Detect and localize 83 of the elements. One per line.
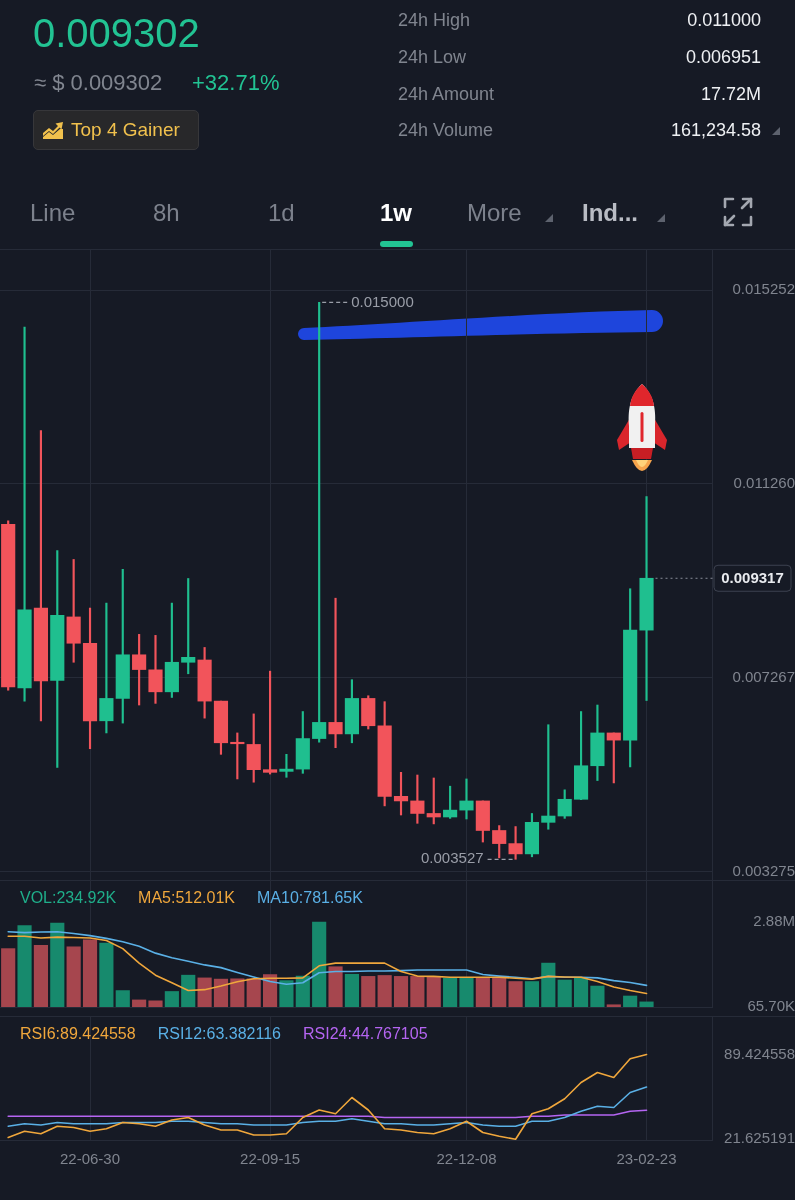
bar xyxy=(66,946,81,1007)
bar xyxy=(279,980,294,1007)
candlestick xyxy=(328,597,343,749)
text: 1w xyxy=(380,199,413,227)
bar xyxy=(328,966,343,1007)
bar xyxy=(246,978,261,1007)
bar xyxy=(344,973,359,1007)
bar xyxy=(524,981,540,1007)
bar xyxy=(132,999,147,1007)
text: RSI6:89.424558 xyxy=(20,1025,136,1043)
y-tick-label: 0.007267 xyxy=(732,667,795,685)
bar xyxy=(393,976,409,1007)
text: Top 4 Gainer xyxy=(71,118,180,142)
text: 8h xyxy=(153,199,180,227)
bar xyxy=(230,978,245,1007)
bar xyxy=(148,1000,163,1007)
bar xyxy=(492,977,507,1007)
annotation: 0.003527 xyxy=(421,849,484,867)
bar xyxy=(573,977,589,1007)
bar xyxy=(181,974,196,1007)
ref-line-label: 0.009317 xyxy=(721,569,784,587)
bar xyxy=(361,976,376,1007)
y-tick-label: 21.625191 xyxy=(724,1129,795,1147)
bar xyxy=(459,977,474,1007)
bar xyxy=(82,939,98,1007)
bar xyxy=(623,995,638,1007)
bar xyxy=(1,948,16,1007)
y-tick-label: 2.88M xyxy=(753,912,795,930)
candlestick xyxy=(639,496,654,701)
text: More xyxy=(467,199,522,227)
annotation: 0.015000 xyxy=(351,292,414,310)
bar xyxy=(475,977,490,1007)
candlestick xyxy=(17,326,32,702)
text: 24h Low xyxy=(398,46,467,69)
candlestick xyxy=(459,778,474,820)
y-tick-label: 0.015252 xyxy=(732,280,795,298)
y-tick-label: 65.70K xyxy=(747,997,795,1015)
text: 24h Volume xyxy=(398,119,494,142)
text: ≈ $ 0.009302 xyxy=(34,69,163,97)
candlestick xyxy=(279,754,294,778)
bar xyxy=(606,1004,621,1007)
text: 24h Amount xyxy=(398,83,495,106)
text: MA5:512.01K xyxy=(138,889,236,907)
bar xyxy=(590,985,605,1007)
text: 0.011000 xyxy=(687,9,761,32)
bar xyxy=(508,981,523,1007)
text: 161,234.58 xyxy=(670,119,761,142)
text: MA10:781.65K xyxy=(257,889,364,907)
text: 17.72M xyxy=(700,83,761,106)
text: RSI24:44.767105 xyxy=(303,1025,428,1043)
x-tick-label: 22-09-15 xyxy=(240,1150,301,1168)
y-tick-label: 0.011260 xyxy=(733,474,795,492)
bar xyxy=(50,922,65,1007)
bar xyxy=(541,962,556,1007)
text: +32.71% xyxy=(192,69,280,97)
bar xyxy=(312,921,327,1007)
bar xyxy=(33,944,48,1007)
bar xyxy=(410,976,425,1007)
bar xyxy=(557,979,572,1007)
text: Line xyxy=(30,199,76,227)
bar xyxy=(197,977,212,1007)
bar xyxy=(99,942,114,1007)
text: 0.006951 xyxy=(685,46,761,69)
candlestick xyxy=(148,635,163,704)
x-tick-label: 22-06-30 xyxy=(60,1150,121,1168)
bar xyxy=(164,991,179,1007)
bar xyxy=(639,1001,654,1007)
bar xyxy=(213,978,229,1007)
bar xyxy=(115,990,130,1007)
bar xyxy=(17,925,32,1007)
y-tick-label: 89.424558 xyxy=(724,1044,795,1062)
text: 24h High xyxy=(398,9,471,32)
y-tick-label: 0.003275 xyxy=(732,861,795,879)
bar xyxy=(426,976,441,1007)
series-label: VOL:234.92K xyxy=(20,889,117,907)
text: Ind... xyxy=(582,199,638,227)
x-tick-label: 22-12-08 xyxy=(436,1150,497,1168)
x-tick-label: 23-02-23 xyxy=(616,1150,677,1168)
text: 1d xyxy=(268,199,295,227)
text: RSI12:63.382116 xyxy=(157,1025,282,1043)
bar xyxy=(443,977,458,1007)
text: 0.009302 xyxy=(33,10,200,57)
bar xyxy=(377,975,392,1007)
